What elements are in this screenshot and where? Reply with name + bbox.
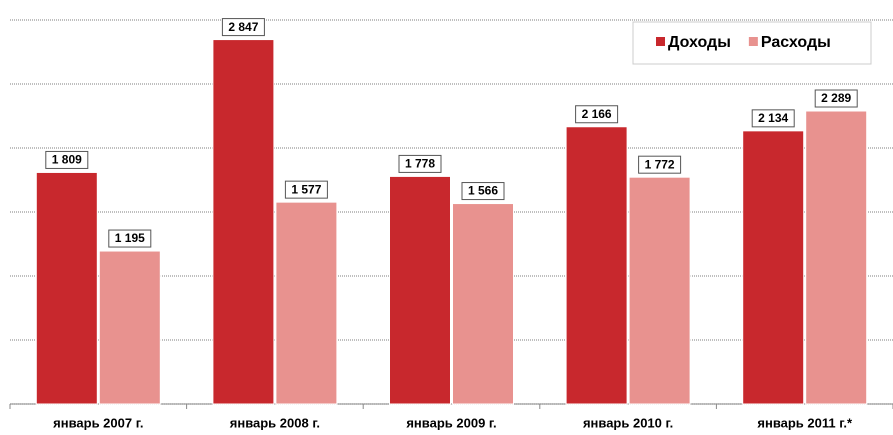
value-label: 1 566 [468,184,498,198]
bar [35,171,98,405]
legend-swatch [656,37,665,46]
value-label: 2 134 [758,111,788,125]
x-tick-label: январь 2010 г. [583,415,673,430]
value-label-box [108,229,152,248]
bar [98,250,161,405]
value-label: 2 289 [821,91,851,105]
value-label-box [814,89,858,108]
bar [452,203,514,405]
value-label: 1 809 [52,153,82,167]
legend-label: Доходы [668,34,731,51]
value-label: 2 166 [582,107,612,121]
x-tick-label: январь 2011 г.* [757,415,853,430]
x-tick-label: январь 2007 г. [53,415,143,430]
value-label-box [398,154,442,173]
bar [275,201,338,405]
value-label-box [575,105,619,124]
bar [805,110,868,405]
value-label: 1 778 [405,157,435,171]
value-label-box [284,180,328,199]
bar [389,175,451,405]
value-label: 1 577 [291,182,321,196]
bar [628,176,691,405]
bar [742,130,805,405]
bar [212,39,275,405]
x-tick-label: январь 2009 г. [406,415,496,430]
value-label: 1 772 [645,157,675,171]
legend-label: Расходы [761,34,831,51]
value-label-box [221,18,265,37]
value-label-box [461,182,505,201]
value-label-box [638,155,682,174]
bar [565,126,628,405]
value-label: 2 847 [228,20,258,34]
value-label-box [45,150,89,169]
x-tick-label: январь 2008 г. [230,415,320,430]
legend-swatch [748,37,758,46]
value-label: 1 195 [115,231,145,245]
value-label-box [751,109,795,128]
